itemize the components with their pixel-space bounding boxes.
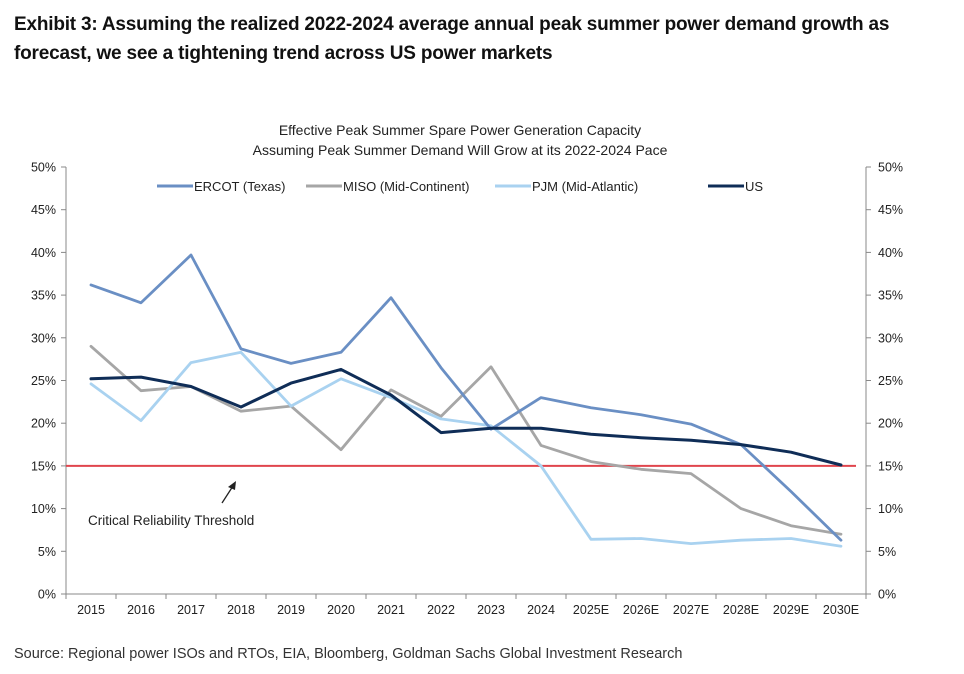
x-tick-label: 2026E (623, 603, 659, 617)
x-tick-label: 2028E (723, 603, 759, 617)
legend: ERCOT (Texas) MISO (Mid-Continent) PJM (Mi… (157, 179, 763, 194)
y-tick-label-right: 50% (878, 161, 903, 175)
chart-title: Effective Peak Summer Spare Power Genera… (279, 122, 641, 138)
y-tick-label-right: 5% (878, 545, 896, 559)
line-chart: Effective Peak Summer Spare Power Genera… (31, 122, 903, 618)
axes: 0% 0% 5% 5% 10% 10% 15% 15% 20% 20% 25% 25% 30% 30% 35… (31, 161, 903, 618)
x-tick-label: 2015 (77, 603, 105, 617)
y-tick-label-left: 30% (31, 331, 56, 345)
y-tick-label-right: 35% (878, 289, 903, 303)
y-tick-label-right: 15% (878, 459, 903, 473)
y-tick-label-left: 0% (38, 588, 56, 602)
x-tick-label: 2017 (177, 603, 205, 617)
x-tick-label: 2025E (573, 603, 609, 617)
y-tick-label-right: 30% (878, 331, 903, 345)
y-tick-label-left: 20% (31, 417, 56, 431)
x-tick-label: 2024 (527, 603, 555, 617)
x-tick-label: 2018 (227, 603, 255, 617)
exhibit-title: Exhibit 3: Assuming the realized 2022-20… (14, 14, 890, 64)
legend-label: PJM (Mid-Atlantic) (532, 179, 638, 194)
y-tick-label-right: 20% (878, 417, 903, 431)
series-line-ercot-texas (89, 253, 843, 542)
y-tick-label-right: 40% (878, 246, 903, 260)
series-lines (89, 253, 843, 548)
y-tick-label-left: 25% (31, 374, 56, 388)
y-tick-label-left: 10% (31, 502, 56, 516)
x-tick-label: 2020 (327, 603, 355, 617)
x-tick-label: 2016 (127, 603, 155, 617)
y-tick-label-left: 15% (31, 459, 56, 473)
legend-label: ERCOT (Texas) (194, 179, 286, 194)
x-tick-label: 2030E (823, 603, 859, 617)
y-tick-label-right: 25% (878, 374, 903, 388)
y-tick-label-right: 10% (878, 502, 903, 516)
legend-label: MISO (Mid-Continent) (343, 179, 469, 194)
y-tick-label-left: 40% (31, 246, 56, 260)
x-tick-label: 2021 (377, 603, 405, 617)
threshold-label: Critical Reliability Threshold (88, 513, 254, 528)
x-tick-label: 2022 (427, 603, 455, 617)
x-tick-label: 2029E (773, 603, 809, 617)
x-tick-label: 2019 (277, 603, 305, 617)
threshold-arrow (221, 485, 234, 504)
x-tick-label: 2027E (673, 603, 709, 617)
threshold-arrowhead (228, 481, 236, 490)
series-line-us (89, 367, 843, 467)
y-tick-label-right: 0% (878, 588, 896, 602)
y-tick-label-left: 45% (31, 203, 56, 217)
series-line-miso-mid-continent (89, 344, 843, 536)
series-line-pjm-mid-atlantic (89, 350, 843, 548)
y-tick-label-left: 35% (31, 289, 56, 303)
legend-label: US (745, 179, 763, 194)
y-tick-label-right: 45% (878, 203, 903, 217)
source-note: Source: Regional power ISOs and RTOs, EI… (14, 646, 683, 662)
x-tick-label: 2023 (477, 603, 505, 617)
threshold: Critical Reliability Threshold (66, 464, 856, 528)
chart-subtitle: Assuming Peak Summer Demand Will Grow at… (253, 142, 668, 158)
y-tick-label-left: 5% (38, 545, 56, 559)
y-tick-label-left: 50% (31, 161, 56, 175)
